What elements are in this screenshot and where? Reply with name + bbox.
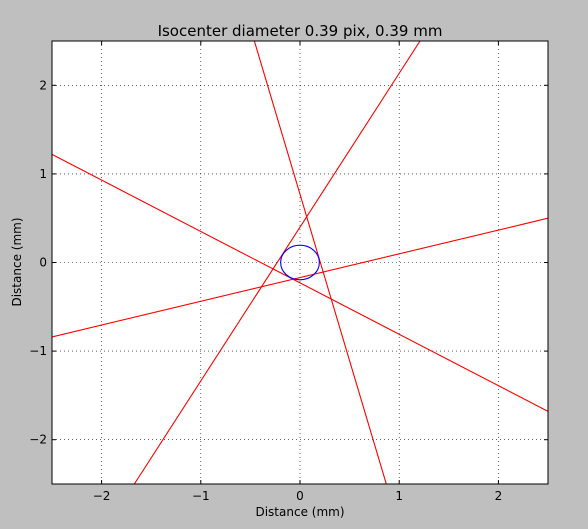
x-tick-label: 2 (495, 489, 503, 503)
x-axis-label: Distance (mm) (255, 505, 344, 519)
y-axis-label: Distance (mm) (10, 217, 24, 306)
x-tick-label: −2 (93, 489, 111, 503)
y-tick-label: 1 (39, 167, 47, 181)
y-tick-label: −1 (29, 344, 47, 358)
x-tick-label: −1 (192, 489, 210, 503)
y-tick-label: −2 (29, 433, 47, 447)
beam-line (253, 41, 387, 484)
x-tick-label: 0 (296, 489, 304, 503)
grid (52, 41, 548, 484)
isocenter-circle (280, 244, 320, 281)
beam-line (52, 217, 548, 338)
data-marks (52, 41, 548, 484)
y-tick-label: 2 (39, 78, 47, 92)
beam-line (52, 153, 548, 412)
beam-line (133, 41, 421, 484)
y-tick-label: 0 (39, 256, 47, 270)
chart-title: Isocenter diameter 0.39 pix, 0.39 mm (158, 22, 443, 40)
x-tick-label: 1 (395, 489, 403, 503)
ticks: −2 −1 0 1 2 −2 −1 0 1 2 (29, 41, 548, 503)
